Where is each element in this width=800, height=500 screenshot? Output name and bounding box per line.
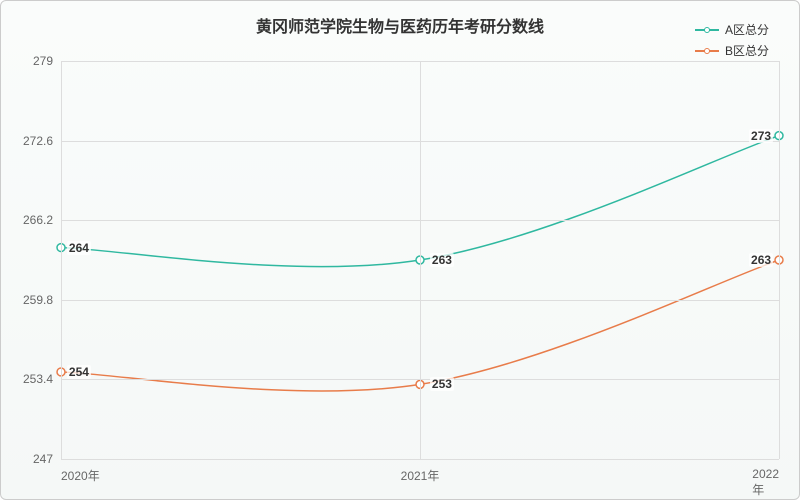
y-axis-label: 247 — [33, 452, 61, 466]
legend-item-b[interactable]: B区总分 — [695, 42, 769, 59]
legend-label-b: B区总分 — [725, 42, 769, 59]
plot-area: 247253.4259.8266.2272.62792020年2021年2022… — [61, 61, 779, 459]
data-label: 273 — [749, 129, 773, 143]
legend-swatch-a — [695, 29, 719, 31]
legend-label-a: A区总分 — [725, 21, 769, 38]
y-axis-label: 259.8 — [23, 293, 61, 307]
legend-dot-a — [704, 27, 710, 33]
y-axis-label: 279 — [33, 54, 61, 68]
data-label: 263 — [749, 253, 773, 267]
x-axis-label: 2021年 — [401, 459, 440, 484]
x-axis-label: 2022年 — [752, 459, 779, 498]
x-axis-label: 2020年 — [61, 459, 100, 484]
data-label: 264 — [67, 241, 91, 255]
data-label: 254 — [67, 365, 91, 379]
x-gridline — [420, 61, 421, 459]
data-label: 253 — [430, 377, 454, 391]
y-axis-label: 253.4 — [23, 372, 61, 386]
legend-item-a[interactable]: A区总分 — [695, 21, 769, 38]
data-label: 263 — [430, 253, 454, 267]
legend-dot-b — [704, 48, 710, 54]
legend-swatch-b — [695, 50, 719, 52]
legend: A区总分 B区总分 — [695, 21, 769, 63]
x-gridline — [779, 61, 780, 459]
chart-title: 黄冈师范学院生物与医药历年考研分数线 — [256, 13, 544, 37]
y-axis-label: 266.2 — [23, 213, 61, 227]
y-axis-label: 272.6 — [23, 134, 61, 148]
x-gridline — [61, 61, 62, 459]
chart-container: 黄冈师范学院生物与医药历年考研分数线 A区总分 B区总分 247253.4259… — [0, 0, 800, 500]
